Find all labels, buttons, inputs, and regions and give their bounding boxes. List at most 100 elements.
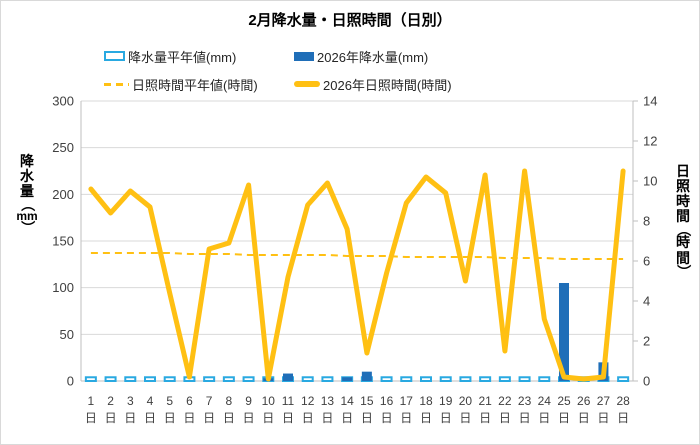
- left-axis-tick-labels: 0 50 100 150 200 250 300: [52, 94, 74, 389]
- x-tick-label-number: 25: [557, 394, 571, 408]
- x-tick-label-number: 15: [360, 394, 374, 408]
- chart-title: 2月降水量・日照時間（日別）: [248, 12, 452, 29]
- x-tick-label-number: 18: [419, 394, 433, 408]
- bar-precip-normal-day-18: [420, 376, 432, 382]
- bar-precip-normal-day-5: [163, 376, 176, 382]
- x-tick-label-number: 17: [400, 394, 414, 408]
- series-sun-2026: [88, 168, 626, 382]
- bar-precip-normal-day-24: [538, 376, 551, 382]
- x-tick-label-suffix: 日: [183, 411, 195, 425]
- left-tick-label: 100: [52, 280, 74, 295]
- left-tick-label: 250: [52, 140, 74, 155]
- right-tick-label: 2: [643, 334, 650, 349]
- bar-precip-normal-day-12: [301, 376, 314, 382]
- x-tick-label-number: 23: [518, 394, 532, 408]
- bar-precip-2026-day-11: [283, 373, 293, 381]
- left-tick-label: 0: [67, 374, 74, 389]
- x-tick-label-number: 28: [616, 394, 630, 408]
- legend-item-sun-2026: 2026年日照時間(時間): [294, 76, 452, 93]
- right-tick-label: 6: [643, 254, 650, 269]
- x-tick-label-number: 20: [459, 394, 473, 408]
- x-tick-label-suffix: 日: [341, 411, 353, 425]
- legend-label: 2026年降水量(mm): [317, 49, 429, 65]
- legend-item-sun-normal: 日照時間平年値(時間): [104, 76, 258, 93]
- x-tick-label-number: 5: [166, 394, 173, 408]
- precip-normal-swatch-icon: [104, 51, 125, 61]
- bar-precip-normal-day-13: [321, 376, 334, 382]
- x-tick-label-suffix: 日: [558, 411, 570, 425]
- x-tick-label-suffix: 日: [617, 411, 629, 425]
- axis-title-char: 時: [676, 193, 690, 210]
- x-tick-label-suffix: 日: [144, 411, 156, 425]
- bar-precip-normal-day-2: [104, 376, 117, 382]
- x-axis-tick-labels: 1日2日3日4日5日6日7日8日9日10日11日12日13日14日15日16日1…: [85, 394, 630, 425]
- bar-precip-2026-day-15: [361, 371, 372, 381]
- x-tick-label-number: 14: [340, 394, 354, 408]
- left-tick-label: 300: [52, 94, 74, 109]
- x-tick-label-number: 10: [262, 394, 276, 408]
- right-tick-label: 14: [643, 94, 657, 109]
- x-tick-label-number: 11: [282, 394, 295, 408]
- bar-precip-normal-day-9: [242, 376, 255, 382]
- bar-precip-normal-day-19: [439, 376, 452, 382]
- x-tick-label-suffix: 日: [479, 411, 491, 425]
- sun-normal-swatch-icon: [104, 82, 129, 86]
- x-tick-label-number: 8: [226, 394, 233, 408]
- axes: [80, 100, 638, 382]
- x-tick-label-suffix: 日: [420, 411, 432, 425]
- legend-item-precip-normal: 降水量平年値(mm): [104, 48, 237, 65]
- x-tick-label-suffix: 日: [203, 411, 215, 425]
- x-tick-label-number: 9: [245, 394, 252, 408]
- right-tick-label: 8: [643, 214, 650, 229]
- series-precip-2026: [263, 283, 609, 381]
- axis-title-char: mm: [16, 209, 38, 224]
- precip-2026-swatch-icon: [294, 51, 314, 61]
- left-tick-label: 150: [52, 234, 74, 249]
- left-tick-label: 200: [52, 187, 74, 202]
- right-axis-tick-labels: 0 2 4 6 8 10 12 14: [643, 94, 657, 389]
- series-precip-normal: [84, 376, 630, 382]
- bar-precip-normal-day-21: [479, 376, 492, 382]
- x-tick-label-number: 1: [88, 394, 95, 408]
- bar-precip-normal-day-16: [380, 376, 393, 382]
- x-tick-label-suffix: 日: [105, 411, 117, 425]
- legend-label: 2026年日照時間(時間): [323, 77, 452, 93]
- left-tick-label: 50: [60, 327, 74, 342]
- axis-title-char: 照: [676, 178, 690, 195]
- x-tick-label-suffix: 日: [321, 411, 333, 425]
- right-tick-label: 10: [643, 174, 657, 189]
- bar-precip-2026-day-25: [559, 283, 569, 381]
- bar-precip-normal-day-28: [617, 376, 630, 382]
- x-tick-label-suffix: 日: [302, 411, 314, 425]
- legend-item-precip-2026: 2026年降水量(mm): [294, 48, 429, 65]
- x-tick-label-number: 22: [498, 394, 512, 408]
- bar-precip-normal-day-1: [84, 376, 97, 382]
- x-tick-label-number: 16: [380, 394, 394, 408]
- x-tick-label-suffix: 日: [578, 411, 590, 425]
- x-tick-label-suffix: 日: [282, 411, 294, 425]
- axis-title-char: 量: [20, 183, 34, 200]
- axis-title-char: 日: [676, 163, 690, 179]
- x-tick-label-number: 12: [301, 394, 315, 408]
- axis-title-char: 水: [20, 168, 34, 185]
- legend-label: 日照時間平年値(時間): [132, 77, 258, 93]
- x-tick-label-number: 24: [538, 394, 552, 408]
- bar-precip-normal-day-23: [518, 376, 531, 382]
- x-tick-label-suffix: 日: [164, 411, 176, 425]
- legend-label: 降水量平年値(mm): [128, 49, 237, 65]
- x-tick-label-suffix: 日: [499, 411, 511, 425]
- x-tick-label-number: 7: [206, 394, 213, 408]
- axis-title-char: 降: [20, 153, 34, 169]
- axis-title-char: 間: [676, 249, 690, 266]
- x-tick-label-suffix: 日: [519, 411, 531, 425]
- x-tick-label-suffix: 日: [400, 411, 412, 425]
- x-tick-label-suffix: 日: [538, 411, 550, 425]
- series-sun-normal: [90, 252, 624, 260]
- bar-precip-normal-day-20: [459, 376, 472, 382]
- x-tick-label-suffix: 日: [459, 411, 471, 425]
- line-sun-2026: [88, 168, 626, 382]
- x-tick-label-number: 2: [107, 394, 114, 408]
- bar-precip-normal-day-8: [222, 376, 235, 382]
